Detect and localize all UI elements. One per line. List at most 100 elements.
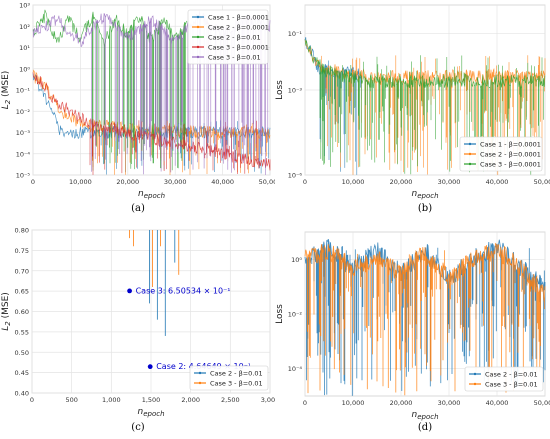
y-axis-label: L2 (MSE) bbox=[1, 292, 12, 331]
x-tick-label: 20,000 bbox=[116, 178, 139, 186]
y-tick-label: 0.75 bbox=[15, 247, 29, 255]
legend-marker bbox=[196, 15, 200, 19]
x-tick-label: 50,000 bbox=[534, 399, 550, 407]
chart-panel-c: 0 500 1,000 1,500 2,000 2,500 3,000 0.40 0.45 0.5… bbox=[0, 218, 279, 435]
legend-label: Case 3 - β=0.0001 bbox=[480, 160, 541, 168]
x-tick-label: 0 bbox=[30, 396, 34, 404]
y-tick-label: 10⁻² bbox=[16, 108, 31, 116]
legend-marker bbox=[468, 152, 472, 156]
x-tick-label: 3,000 bbox=[261, 396, 275, 404]
x-tick-label: 500 bbox=[65, 396, 77, 404]
x-tick-label: 30,000 bbox=[438, 399, 461, 407]
x-tick-label: 2,500 bbox=[221, 396, 240, 404]
y-tick-label: 10⁻¹ bbox=[288, 30, 303, 38]
caption-c: (c) bbox=[131, 422, 145, 433]
y-tick-label: 10⁻² bbox=[288, 311, 303, 319]
legend-label: Case 3 - β=0.01 bbox=[208, 53, 261, 61]
x-tick-label: 20,000 bbox=[390, 178, 413, 186]
series-line bbox=[304, 39, 546, 175]
series-line bbox=[32, 9, 188, 171]
series-line bbox=[32, 72, 271, 175]
x-tick-label: 10,000 bbox=[69, 178, 92, 186]
legend-label: Case 2 - β=0.01 bbox=[208, 33, 261, 41]
x-tick-label: 40,000 bbox=[486, 399, 509, 407]
y-tick-label: 10⁻⁵ bbox=[16, 172, 31, 180]
y-tick-label: 0.80 bbox=[15, 227, 29, 235]
y-tick-label: 10³ bbox=[19, 2, 30, 10]
y-tick-label: 10⁻⁴ bbox=[288, 365, 303, 373]
x-axis-label: nepoch bbox=[138, 189, 165, 200]
x-tick-label: 1,500 bbox=[142, 396, 161, 404]
y-axis-label: Loss bbox=[275, 304, 285, 324]
x-axis-label: nepoch bbox=[411, 410, 438, 421]
x-axis-label: nepoch bbox=[137, 407, 164, 418]
y-tick-label: 0.70 bbox=[15, 267, 29, 275]
y-tick-label: 10⁰ bbox=[19, 65, 30, 73]
legend-box bbox=[187, 9, 269, 65]
legend-label: Case 2 - β=0.01 bbox=[210, 369, 263, 377]
legend-label: Case 1 - β=0.0001 bbox=[208, 13, 269, 21]
legend-marker bbox=[473, 382, 477, 386]
y-tick-label: 0.40 bbox=[15, 390, 29, 398]
chart-b-plot: 0 10,000 20,000 30,000 40,000 50,000 10⁻⁶ 10⁻³ 1… bbox=[275, 4, 550, 200]
chart-d-plot: 0 10,000 20,000 30,000 40,000 50,000 10⁻⁴ 10⁻² 1… bbox=[275, 231, 550, 421]
caption-b: (b) bbox=[417, 203, 433, 214]
legend-label: Case 3 - β=0.01 bbox=[210, 379, 263, 387]
legend-label: Case 2 - β=0.01 bbox=[485, 370, 538, 378]
y-tick-label: 10⁰ bbox=[291, 256, 302, 264]
x-tick-label: 20,000 bbox=[390, 399, 413, 407]
legend-marker bbox=[468, 162, 472, 166]
legend-label: Case 2 - β=0.0001 bbox=[208, 23, 269, 31]
legend-marker bbox=[198, 371, 202, 375]
legend-label: Case 3 - β=0.0001 bbox=[208, 43, 269, 51]
legend-label: Case 2 - β=0.0001 bbox=[480, 150, 541, 158]
annotation-point bbox=[147, 364, 153, 370]
legend-box bbox=[189, 365, 269, 391]
legend-box bbox=[464, 366, 544, 392]
legend-label: Case 1 - β=0.0001 bbox=[480, 140, 541, 148]
legend-marker bbox=[196, 55, 200, 59]
y-axis-label: Loss bbox=[275, 80, 285, 100]
x-tick-label: 50,000 bbox=[259, 178, 275, 186]
legend-marker bbox=[468, 142, 472, 146]
x-tick-label: 40,000 bbox=[486, 178, 509, 186]
x-tick-label: 1,000 bbox=[102, 396, 121, 404]
y-tick-label: 0.45 bbox=[15, 369, 29, 377]
x-tick-label: 40,000 bbox=[211, 178, 234, 186]
legend-marker bbox=[196, 25, 200, 29]
x-tick-label: 50,000 bbox=[534, 178, 550, 186]
legend-marker bbox=[198, 381, 202, 385]
legend-box bbox=[459, 136, 543, 172]
y-tick-label: 0.60 bbox=[15, 308, 29, 316]
chart-panel-d: 0 10,000 20,000 30,000 40,000 50,000 10⁻⁴ 10⁻² 1… bbox=[275, 218, 550, 435]
y-tick-label: 10⁻⁴ bbox=[16, 150, 31, 158]
x-tick-label: 10,000 bbox=[342, 178, 365, 186]
chart-c-plot: 0 500 1,000 1,500 2,000 2,500 3,000 0.40 0.45 0.5… bbox=[1, 227, 279, 419]
x-tick-label: 30,000 bbox=[164, 178, 187, 186]
y-axis-label: L2 (MSE) bbox=[1, 71, 12, 110]
legend-marker bbox=[473, 372, 477, 376]
x-axis-label: nepoch bbox=[411, 189, 438, 200]
legend-marker bbox=[196, 35, 200, 39]
x-tick-label: 2,000 bbox=[181, 396, 200, 404]
caption-d: (d) bbox=[417, 422, 433, 433]
series-line bbox=[304, 242, 546, 396]
x-tick-label: 0 bbox=[303, 178, 307, 186]
chart-a-plot: 0 10,000 20,000 30,000 40,000 50,000 10⁻⁵ 10⁻⁴ 1… bbox=[1, 2, 281, 201]
y-tick-label: 10⁻⁶ bbox=[288, 172, 303, 180]
y-tick-label: 10⁻³ bbox=[16, 129, 31, 137]
y-tick-label: 10² bbox=[19, 23, 30, 31]
annotation-point bbox=[127, 288, 132, 294]
legend-label: Case 3 - β=0.01 bbox=[485, 380, 538, 388]
x-tick-label: 0 bbox=[303, 399, 307, 407]
chart-panel-a: 0 10,000 20,000 30,000 40,000 50,000 10⁻⁵ 10⁻⁴ 1… bbox=[0, 0, 281, 218]
y-tick-label: 0.55 bbox=[15, 328, 29, 336]
x-tick-label: 30,000 bbox=[438, 178, 461, 186]
y-tick-label: 10⁻¹ bbox=[16, 87, 31, 95]
chart-panel-b: 0 10,000 20,000 30,000 40,000 50,000 10⁻⁶ 10⁻³ 1… bbox=[275, 0, 550, 218]
y-tick-label: 10⁻³ bbox=[288, 87, 303, 95]
y-tick-label: 10¹ bbox=[19, 44, 30, 52]
y-tick-label: 0.65 bbox=[15, 288, 29, 296]
x-tick-label: 0 bbox=[31, 178, 35, 186]
legend-marker bbox=[196, 45, 200, 49]
